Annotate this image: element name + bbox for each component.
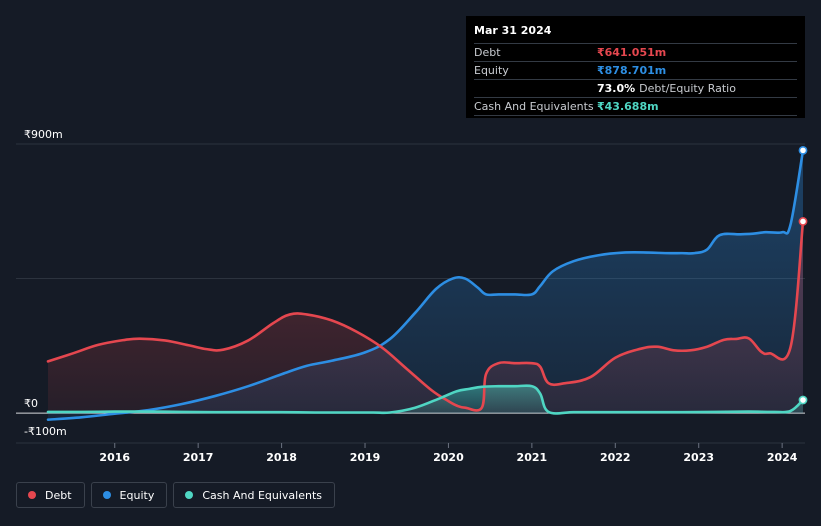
x-tick-label: 2022 <box>600 451 631 464</box>
equity-end-marker <box>798 145 808 155</box>
legend-item-debt[interactable]: Debt <box>16 482 85 508</box>
x-tick-label: 2023 <box>683 451 714 464</box>
area-layer <box>48 150 803 420</box>
tooltip: Mar 31 2024 Debt ₹641.051m Equity ₹878.7… <box>466 16 805 118</box>
x-tick-label: 2021 <box>517 451 548 464</box>
legend-dot-icon <box>102 491 111 499</box>
legend-label: Cash And Equivalents <box>202 488 322 502</box>
tooltip-row-ratio: 73.0% Debt/Equity Ratio <box>474 79 797 97</box>
y-tick-label: ₹0 <box>24 397 38 410</box>
x-tick-label: 2020 <box>433 451 464 464</box>
tooltip-date: Mar 31 2024 <box>474 24 552 37</box>
tooltip-label: Debt <box>474 46 501 59</box>
y-tick-label: -₹100m <box>24 425 67 438</box>
legend-item-equity[interactable]: Equity <box>90 482 168 508</box>
tooltip-extra: Debt/Equity Ratio <box>639 82 736 95</box>
tooltip-value: 73.0% <box>597 82 636 95</box>
axis-layer: ₹900m ₹0 -₹100m 2016 2017 2018 2019 2020 2021 202… <box>24 128 798 464</box>
legend-dot-icon <box>28 491 36 499</box>
tooltip-row-equity: Equity ₹878.701m <box>474 61 797 79</box>
legend: Debt Equity Cash And Equivalents <box>16 482 335 508</box>
legend-label: Debt <box>45 488 72 502</box>
cash-area <box>48 385 803 414</box>
cash-end-marker <box>798 395 808 405</box>
debt-area <box>48 221 803 414</box>
x-tick-label: 2017 <box>183 451 214 464</box>
tooltip-value: ₹43.688m <box>597 100 659 113</box>
x-tick-label: 2024 <box>767 451 798 464</box>
tooltip-label: Equity <box>474 64 509 77</box>
tooltip-row-debt: Debt ₹641.051m <box>474 43 797 61</box>
y-tick-label: ₹900m <box>24 128 63 141</box>
cash-line <box>46 384 805 415</box>
tooltip-row-cash: Cash And Equivalents ₹43.688m <box>474 97 797 116</box>
equity-line <box>46 149 805 421</box>
legend-label: Equity <box>119 488 155 502</box>
legend-dot-icon <box>185 491 194 499</box>
equity-area <box>48 150 803 420</box>
tooltip-label: Cash And Equivalents <box>474 100 594 113</box>
x-tick-label: 2019 <box>350 451 381 464</box>
x-tick-label: 2016 <box>99 451 130 464</box>
debt-end-marker <box>798 217 808 226</box>
tooltip-value: ₹878.701m <box>597 64 667 77</box>
debt-line <box>46 220 805 412</box>
legend-item-cash[interactable]: Cash And Equivalents <box>173 482 335 508</box>
marker-layer <box>798 145 808 405</box>
x-tick-label: 2018 <box>266 451 297 464</box>
tooltip-value: ₹641.051m <box>597 46 667 59</box>
line-layer <box>46 149 805 421</box>
